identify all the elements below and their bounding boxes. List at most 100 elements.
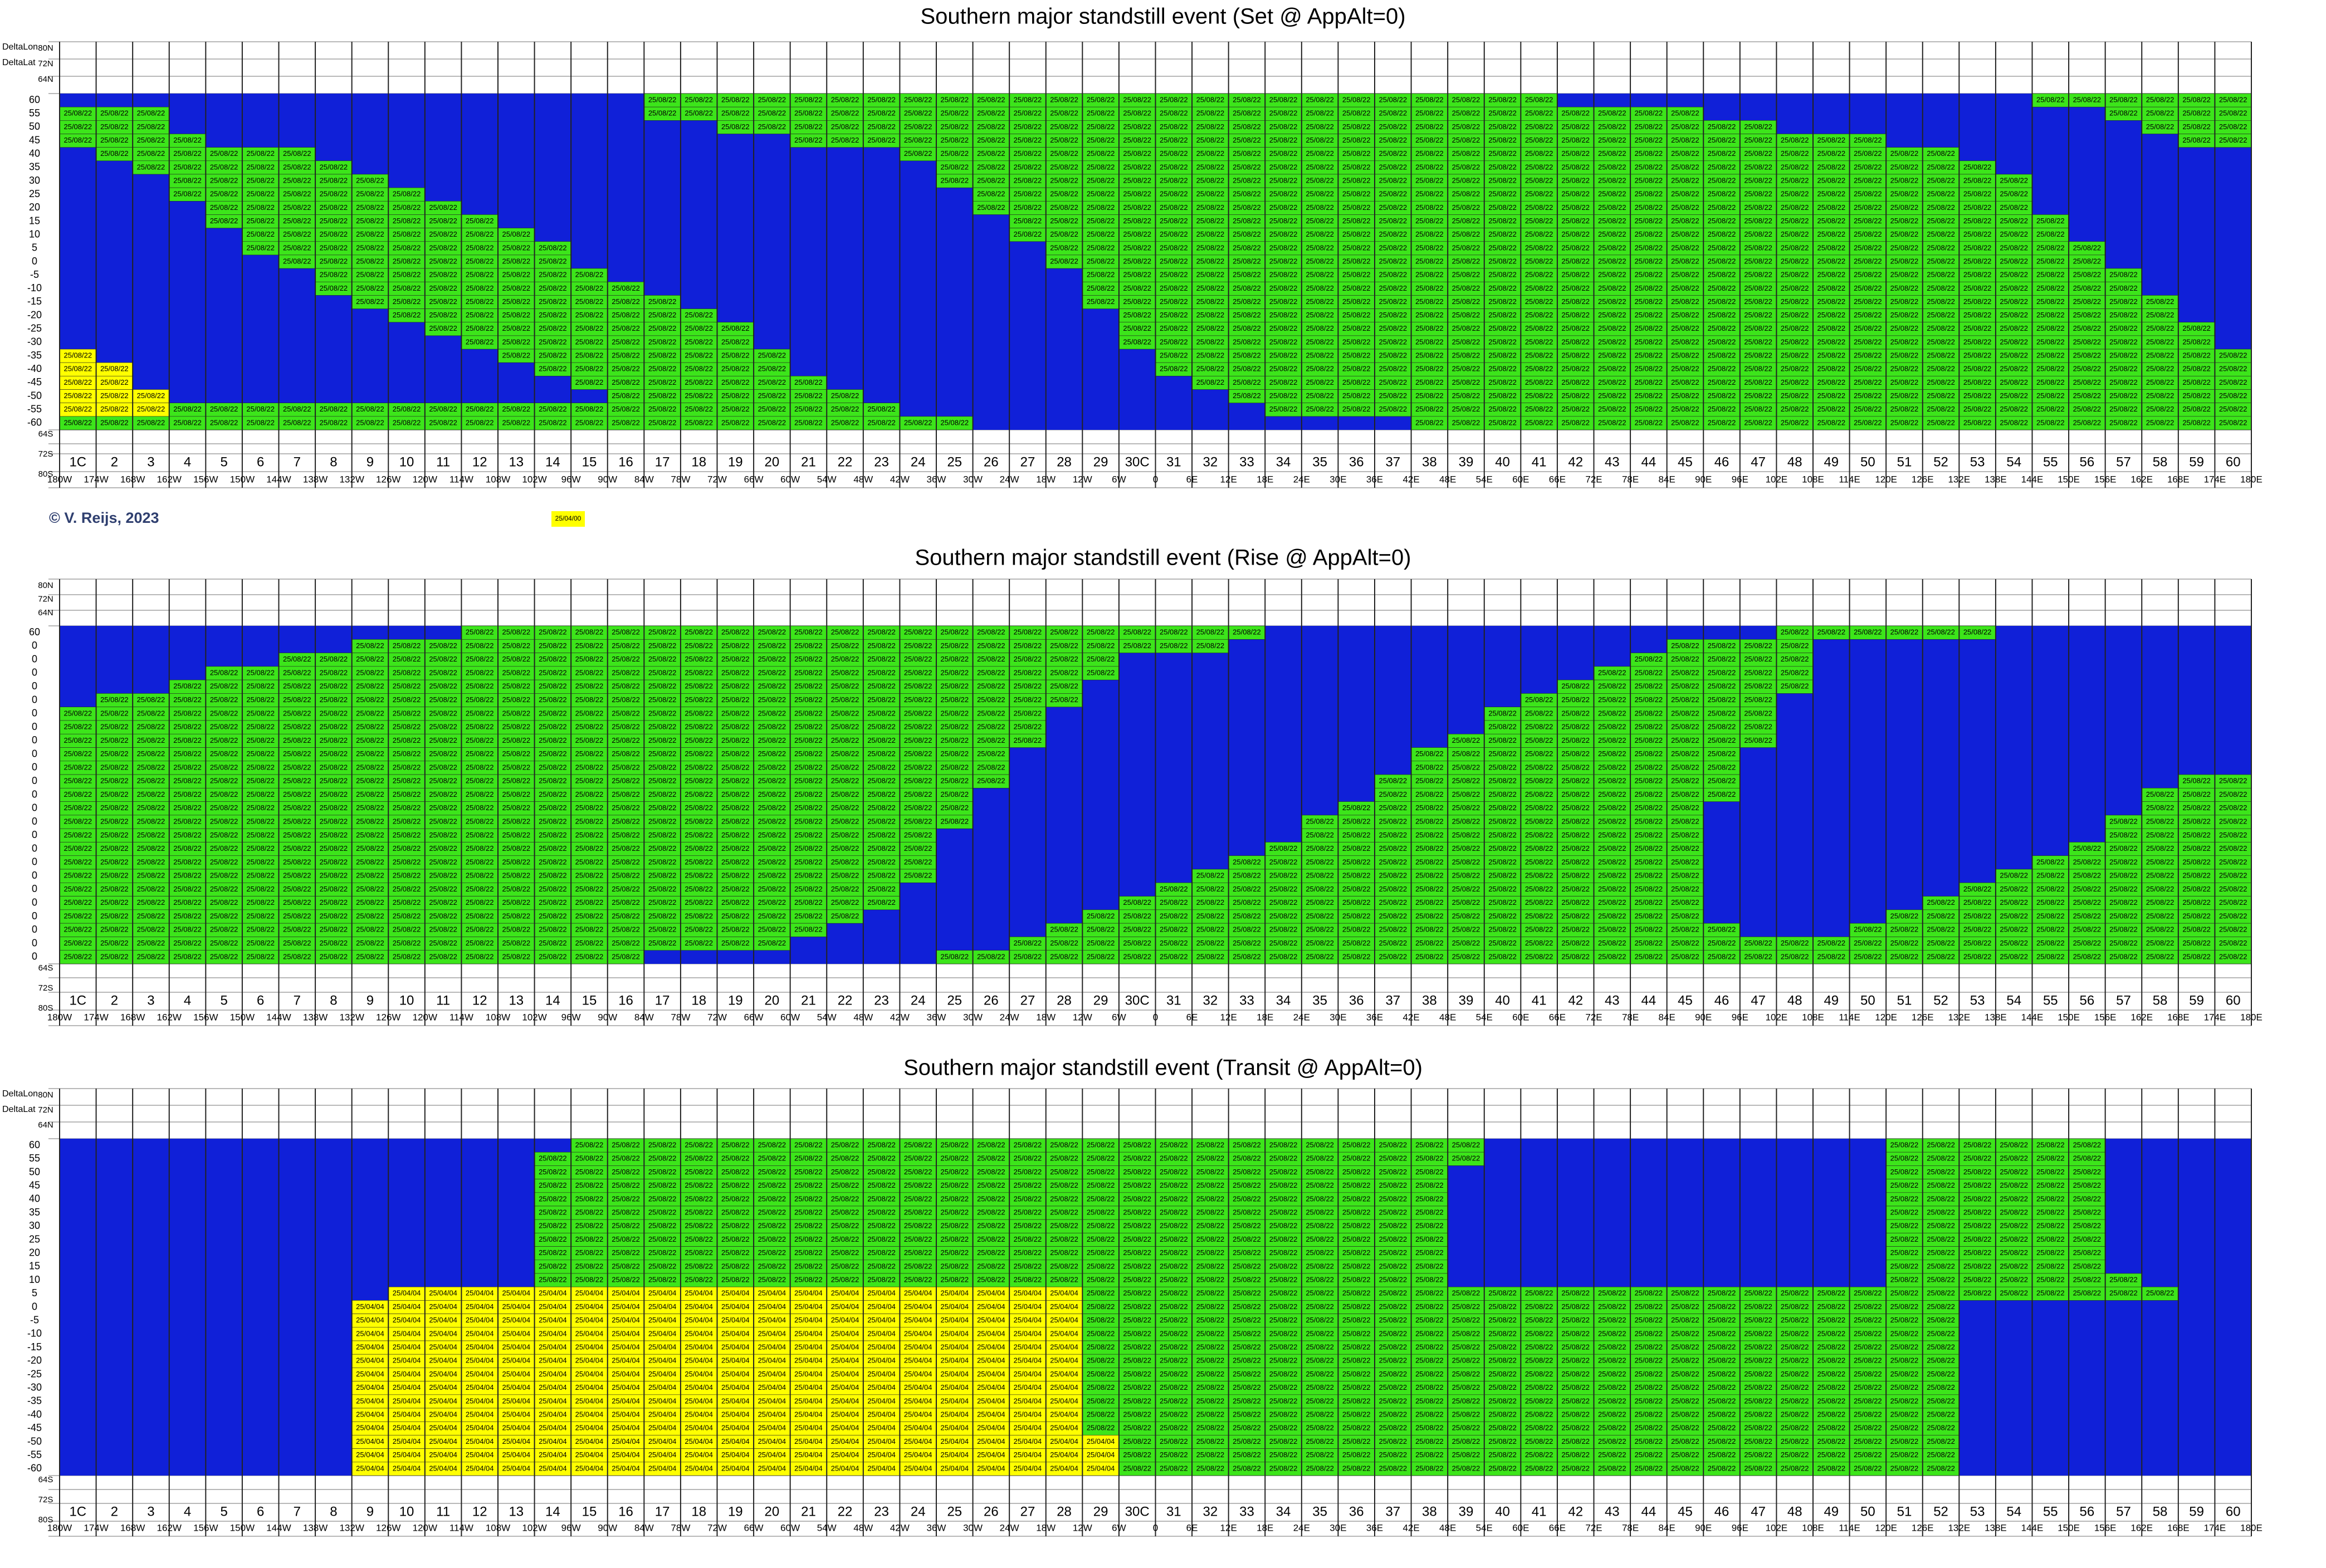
cell-band <box>59 120 170 134</box>
cell-date: 25/04/04 <box>1014 1343 1042 1351</box>
zone-label: 7 <box>294 1504 301 1519</box>
cell-date: 25/08/22 <box>648 324 677 332</box>
cell-date: 25/08/22 <box>1708 763 1736 771</box>
cell-date: 25/08/22 <box>1087 668 1115 677</box>
cell-date: 25/08/22 <box>1635 857 1663 866</box>
cell-date: 25/08/22 <box>1379 1464 1407 1472</box>
cell-date: 25/08/22 <box>1123 1396 1151 1405</box>
cell-date: 25/08/22 <box>794 1262 823 1270</box>
cell-date: 25/08/22 <box>2219 871 2247 880</box>
cell-date: 25/08/22 <box>283 898 311 906</box>
cell-date: 25/08/22 <box>1817 149 1845 158</box>
cell-date: 25/08/22 <box>1160 190 1188 198</box>
cell-date: 25/04/04 <box>466 1329 494 1337</box>
cell-date: 25/08/22 <box>1963 391 1992 400</box>
cell-date: 25/08/22 <box>393 190 421 198</box>
cell-date: 25/08/22 <box>794 122 823 131</box>
cell-date: 25/08/22 <box>1854 176 1882 184</box>
cell-date: 25/08/22 <box>648 405 677 413</box>
cell-date: 25/08/22 <box>1927 1235 1955 1243</box>
longitude-label: 54W <box>817 1522 837 1533</box>
cell-date: 25/08/22 <box>1233 1451 1261 1459</box>
cell-date: 25/08/22 <box>2000 311 2028 319</box>
cell-date: 25/08/22 <box>1123 176 1151 184</box>
cell-date: 25/08/22 <box>1890 1424 1919 1432</box>
cell-date: 25/08/22 <box>1890 1222 1919 1230</box>
cell-date: 25/08/22 <box>1671 871 1699 880</box>
cell-date: 25/08/22 <box>466 297 494 306</box>
cell-date: 25/08/22 <box>1927 952 1955 961</box>
cell-date: 25/08/22 <box>1269 163 1298 171</box>
cell-date: 25/08/22 <box>1635 763 1663 771</box>
cell-date: 25/04/04 <box>502 1370 530 1378</box>
cell-date: 25/08/22 <box>940 96 969 104</box>
row-label: 0 <box>32 748 37 759</box>
cell-date: 25/08/22 <box>1744 641 1772 650</box>
cell-date: 25/08/22 <box>466 803 494 812</box>
cell-date: 25/08/22 <box>100 952 129 961</box>
cell-date: 25/08/22 <box>1379 391 1407 400</box>
cell-date: 25/08/22 <box>1744 1289 1772 1297</box>
cell-date: 25/08/22 <box>1525 230 1553 238</box>
cell-date: 25/08/22 <box>1087 1154 1115 1163</box>
cell-date: 25/08/22 <box>356 709 384 717</box>
cell-date: 25/08/22 <box>320 217 348 225</box>
cell-date: 25/08/22 <box>1452 817 1480 825</box>
cell-date: 25/08/22 <box>575 1222 604 1230</box>
cell-date: 25/08/22 <box>2000 284 2028 292</box>
cell-date: 25/04/04 <box>648 1289 677 1297</box>
cell-date: 25/08/22 <box>940 1154 969 1163</box>
cell-date: 25/08/22 <box>466 817 494 825</box>
cell-date: 25/08/22 <box>2000 885 2028 893</box>
cell-date: 25/08/22 <box>1379 871 1407 880</box>
cell-date: 25/04/04 <box>502 1437 530 1445</box>
cell-date: 25/08/22 <box>1525 723 1553 731</box>
cell-date: 25/04/04 <box>648 1370 677 1378</box>
cell-date: 25/08/22 <box>1196 1451 1225 1459</box>
cell-date: 25/08/22 <box>1415 952 1444 961</box>
cell-date: 25/08/22 <box>1561 1302 1590 1311</box>
cell-date: 25/08/22 <box>721 351 750 360</box>
cell-date: 25/08/22 <box>831 641 859 650</box>
cell-date: 25/08/22 <box>1123 1329 1151 1337</box>
cell-date: 25/08/22 <box>283 885 311 893</box>
latitude-footer: 72S <box>38 1495 53 1505</box>
cell-date: 25/08/22 <box>1854 1329 1882 1337</box>
cell-date: 25/04/04 <box>502 1289 530 1297</box>
cell-date: 25/08/22 <box>2219 844 2247 852</box>
cell-date: 25/08/22 <box>246 709 275 717</box>
cell-date: 25/08/22 <box>2000 391 2028 400</box>
cell-date: 25/08/22 <box>1561 1437 1590 1445</box>
cell-date: 25/08/22 <box>612 1208 640 1217</box>
cell-date: 25/08/22 <box>1196 1235 1225 1243</box>
cell-date: 25/08/22 <box>1342 1370 1371 1378</box>
cell-date: 25/08/22 <box>1561 1451 1590 1459</box>
cell-date: 25/08/22 <box>2109 871 2138 880</box>
longitude-label: 24W <box>1000 1522 1019 1533</box>
cell-date: 25/08/22 <box>794 1194 823 1203</box>
cell-date: 25/08/22 <box>1561 871 1590 880</box>
cell-date: 25/08/22 <box>2182 351 2211 360</box>
cell-date: 25/08/22 <box>1452 1451 1480 1459</box>
cell-date: 25/08/22 <box>502 230 530 238</box>
cell-date: 25/08/22 <box>429 749 457 758</box>
cell-date: 25/08/22 <box>1160 217 1188 225</box>
cell-date: 25/08/22 <box>867 136 896 144</box>
cell-date: 25/08/22 <box>1890 1464 1919 1472</box>
longitude-label: 90W <box>598 1012 617 1022</box>
cell-date: 25/08/22 <box>1708 230 1736 238</box>
cell-date: 25/08/22 <box>100 136 129 144</box>
cell-date: 25/08/22 <box>210 736 238 744</box>
zone-label: 30C <box>1125 993 1150 1008</box>
cell-date: 25/08/22 <box>1379 378 1407 386</box>
cell-date: 25/08/22 <box>393 844 421 852</box>
cell-date: 25/08/22 <box>1379 844 1407 852</box>
cell-date: 25/08/22 <box>831 871 859 880</box>
cell-date: 25/08/22 <box>137 885 165 893</box>
cell-date: 25/08/22 <box>1744 655 1772 663</box>
cell-date: 25/04/04 <box>612 1383 640 1391</box>
cell-date: 25/04/04 <box>575 1464 604 1472</box>
cell-date: 25/08/22 <box>1635 1343 1663 1351</box>
cell-date: 25/08/22 <box>1890 230 1919 238</box>
cell-date: 25/04/04 <box>1014 1302 1042 1311</box>
